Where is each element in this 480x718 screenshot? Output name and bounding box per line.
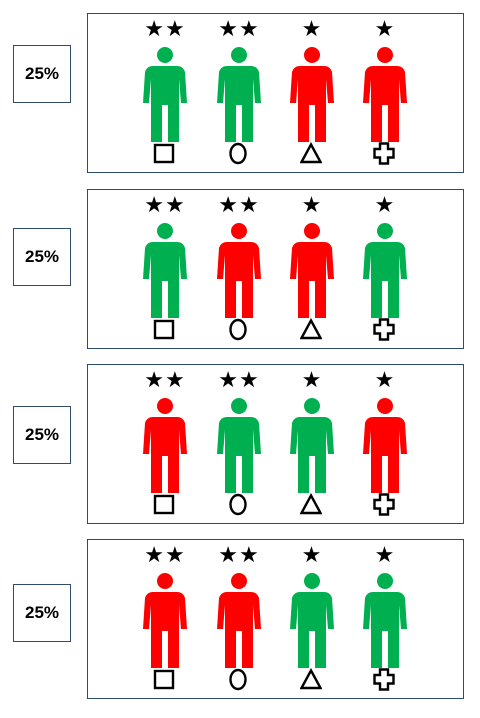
- cross-icon: [373, 668, 395, 691]
- person-3: ★: [288, 190, 336, 350]
- person-figure-red: [143, 573, 187, 673]
- star-rating: ★★: [141, 194, 189, 218]
- square-icon: [153, 493, 175, 516]
- person-figure-green: [143, 223, 187, 323]
- person-icon: [217, 398, 261, 493]
- person-2: ★★: [215, 190, 263, 350]
- star-rating: ★★: [141, 369, 189, 393]
- person-2: ★★: [215, 365, 263, 525]
- symbol-triangle: [300, 493, 322, 521]
- person-figure-red: [217, 223, 261, 323]
- symbol-triangle: [300, 318, 322, 346]
- probability-label: 25%: [13, 584, 71, 642]
- symbol-cross: [373, 493, 395, 521]
- person-icon: [217, 573, 261, 668]
- symbol-cross: [373, 668, 395, 696]
- person-icon: [143, 573, 187, 668]
- probability-label: 25%: [13, 406, 71, 464]
- person-icon: [143, 398, 187, 493]
- person-1: ★★: [141, 540, 189, 700]
- symbol-ellipse: [227, 318, 249, 346]
- star-rating: ★: [361, 544, 409, 568]
- star-rating: ★: [288, 194, 336, 218]
- ellipse-icon: [227, 318, 249, 341]
- triangle-icon: [300, 493, 322, 516]
- person-figure-green: [217, 398, 261, 498]
- cross-icon: [373, 318, 395, 341]
- person-icon: [363, 573, 407, 668]
- person-2: ★★: [215, 540, 263, 700]
- person-figure-red: [363, 398, 407, 498]
- square-icon: [153, 318, 175, 341]
- symbol-square: [153, 668, 175, 696]
- star-rating: ★★: [215, 194, 263, 218]
- person-figure-green: [290, 398, 334, 498]
- symbol-square: [153, 318, 175, 346]
- star-rating: ★★: [215, 544, 263, 568]
- ellipse-icon: [227, 668, 249, 691]
- person-icon: [363, 398, 407, 493]
- person-icon: [290, 573, 334, 668]
- person-figure-green: [290, 573, 334, 673]
- person-icon: [143, 223, 187, 318]
- person-figure-red: [143, 398, 187, 498]
- person-icon: [217, 223, 261, 318]
- star-rating: ★: [288, 544, 336, 568]
- person-4: ★: [361, 540, 409, 700]
- person-4: ★: [361, 365, 409, 525]
- symbol-triangle: [300, 668, 322, 696]
- square-icon: [153, 668, 175, 691]
- person-3: ★: [288, 365, 336, 525]
- star-rating: ★★: [141, 544, 189, 568]
- person-figure-green: [363, 573, 407, 673]
- person-icon: [290, 223, 334, 318]
- ellipse-icon: [227, 493, 249, 516]
- symbol-square: [153, 493, 175, 521]
- probability-label: 25%: [13, 228, 71, 286]
- scenario-row: 25% ★★ ★★ ★ ★: [0, 0, 480, 160]
- person-1: ★★: [141, 190, 189, 350]
- star-rating: ★: [288, 369, 336, 393]
- person-figure-green: [363, 223, 407, 323]
- cross-icon: [373, 493, 395, 516]
- scenario-panel: ★★ ★★ ★ ★: [87, 189, 464, 349]
- star-rating: ★: [361, 369, 409, 393]
- triangle-icon: [300, 668, 322, 691]
- person-icon: [290, 398, 334, 493]
- person-4: ★: [361, 190, 409, 350]
- person-icon: [363, 223, 407, 318]
- symbol-ellipse: [227, 668, 249, 696]
- symbol-cross: [373, 318, 395, 346]
- triangle-icon: [300, 318, 322, 341]
- person-figure-red: [217, 573, 261, 673]
- symbol-ellipse: [227, 493, 249, 521]
- person-3: ★: [288, 540, 336, 700]
- person-1: ★★: [141, 365, 189, 525]
- star-rating: ★★: [215, 369, 263, 393]
- person-figure-red: [290, 223, 334, 323]
- scenario-panel: ★★ ★★ ★ ★: [87, 539, 464, 699]
- scenario-panel: ★★ ★★ ★ ★: [87, 364, 464, 524]
- star-rating: ★: [361, 194, 409, 218]
